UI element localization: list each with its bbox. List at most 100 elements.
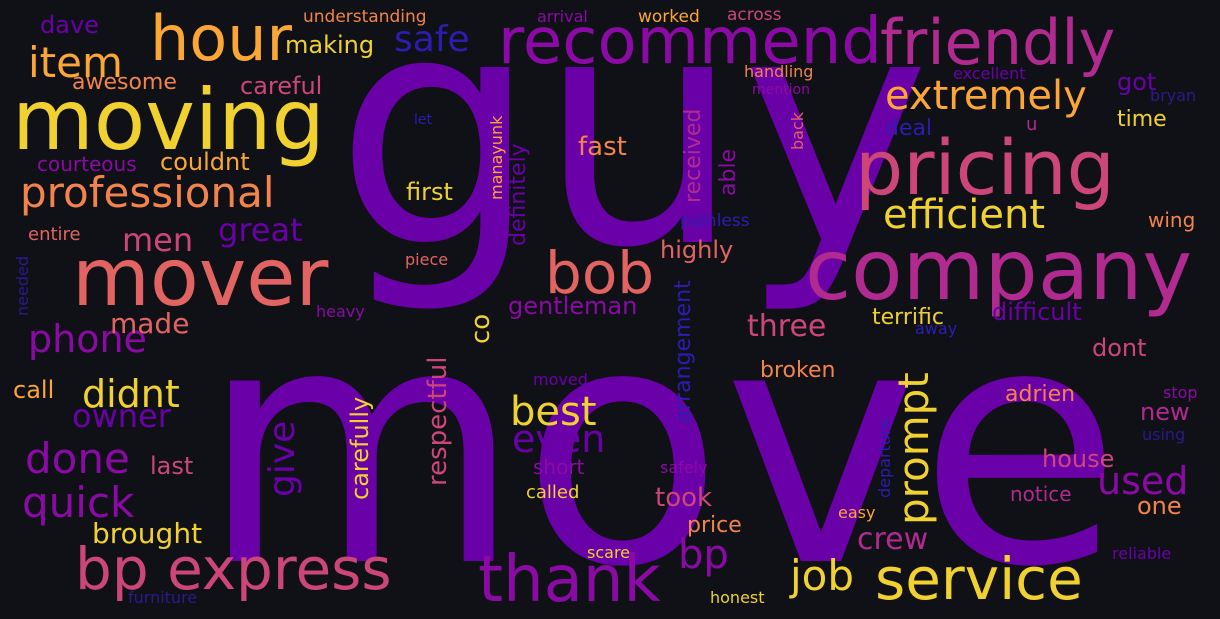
word-broken: broken	[760, 358, 836, 383]
word-last: last	[150, 452, 194, 480]
word-brought: brought	[92, 517, 203, 550]
word-bp: bp	[678, 532, 729, 578]
word-using: using	[1142, 425, 1186, 444]
word-house: house	[1042, 445, 1115, 473]
word-stop: stop	[1163, 383, 1198, 402]
word-notice: notice	[1010, 482, 1072, 506]
word-arrangement: arrangement	[671, 280, 696, 424]
word-away: away	[915, 319, 958, 338]
word-dont: dont	[1092, 334, 1147, 362]
word-gentleman: gentleman	[508, 292, 638, 320]
word-arrival: arrival	[537, 7, 588, 26]
word-called: called	[526, 482, 580, 503]
word-heavy: heavy	[316, 302, 365, 321]
word-bryan: bryan	[1150, 86, 1197, 105]
word-moving: moving	[12, 71, 325, 169]
word-honest: honest	[710, 588, 765, 607]
word-easy: easy	[838, 503, 876, 522]
word-respectful: respectful	[423, 356, 453, 486]
word-mention: mention	[752, 82, 810, 98]
word-job: job	[790, 551, 855, 600]
word-reliable: reliable	[1112, 544, 1172, 563]
word-prompt: prompt	[889, 372, 938, 525]
word-manayunk: manayunk	[487, 115, 506, 200]
word-needed: needed	[13, 256, 32, 316]
word-quick: quick	[22, 478, 135, 527]
word-price: price	[687, 513, 742, 538]
word-call: call	[13, 376, 55, 404]
word-short: short	[533, 455, 585, 479]
word-made: made	[110, 307, 190, 340]
word-scare: scare	[587, 543, 631, 562]
word-one: one	[1137, 492, 1182, 520]
word-company: company	[805, 221, 1193, 319]
word-piece: piece	[405, 250, 449, 269]
word-furniture: furniture	[128, 588, 198, 607]
word-first: first	[406, 178, 453, 206]
word-great: great	[218, 211, 303, 249]
word-dave: dave	[40, 11, 99, 39]
word-let: let	[414, 112, 432, 128]
word-hour: hour	[150, 2, 293, 75]
word-definitely: definitely	[506, 143, 531, 246]
word-wing: wing	[1148, 208, 1196, 232]
word-bob: bob	[545, 239, 655, 307]
word-item: item	[28, 38, 123, 87]
word-courteous: courteous	[37, 152, 137, 176]
word-deal: deal	[885, 116, 933, 141]
word-done: done	[25, 434, 130, 483]
word-mover: mover	[72, 231, 329, 324]
word-crew: crew	[857, 522, 929, 557]
word-extremely: extremely	[885, 73, 1087, 119]
word-co: co	[466, 313, 496, 344]
word-departure: departure	[875, 418, 894, 498]
word-thank: thank	[478, 543, 661, 617]
word-couldnt: couldnt	[160, 148, 250, 176]
word-excellent: excellent	[953, 64, 1026, 83]
word-understanding: understanding	[303, 7, 427, 27]
word-entire: entire	[28, 224, 81, 245]
word-pricing: pricing	[855, 123, 1115, 212]
word-careful: careful	[240, 72, 323, 100]
word-friendly: friendly	[880, 6, 1116, 79]
word-moved: moved	[533, 370, 588, 389]
word-used: used	[1097, 459, 1189, 503]
word-back: back	[788, 111, 807, 150]
word-received: received	[681, 108, 706, 203]
word-u: u	[1026, 114, 1038, 135]
word-recommend: recommend	[498, 5, 882, 79]
word-awesome: awesome	[72, 70, 177, 95]
word-able: able	[716, 148, 741, 196]
word-safe: safe	[394, 19, 470, 60]
word-best: best	[510, 389, 597, 435]
word-service: service	[875, 545, 1083, 613]
word-didnt: didnt	[82, 372, 180, 416]
word-worked: worked	[638, 7, 700, 27]
word-new: new	[1140, 398, 1190, 426]
word-highly: highly	[660, 236, 734, 264]
word-painless: painless	[680, 211, 750, 231]
word-carefully: carefully	[346, 396, 374, 500]
word-give: give	[262, 420, 303, 497]
word-terrific: terrific	[872, 305, 944, 330]
word-men: men	[122, 221, 194, 259]
word-move: move	[200, 255, 1122, 619]
word-time: time	[1117, 107, 1167, 132]
word-fast: fast	[578, 132, 627, 162]
word-across: across	[727, 5, 782, 25]
word-guy: guy	[335, 0, 931, 318]
word-three: three	[747, 309, 827, 344]
word-took: took	[655, 483, 713, 513]
word-even: even	[512, 417, 606, 461]
word-difficult: difficult	[992, 298, 1082, 326]
word-efficient: efficient	[883, 192, 1046, 238]
word-handling: handling	[744, 62, 814, 81]
word-professional: professional	[20, 168, 275, 217]
word-got: got	[1117, 68, 1157, 96]
word-adrien: adrien	[1005, 382, 1076, 407]
word-owner: owner	[72, 397, 171, 435]
word-making: making	[285, 31, 375, 59]
word-bp-express: bp express	[75, 535, 392, 603]
word-safely: safely	[660, 458, 708, 477]
